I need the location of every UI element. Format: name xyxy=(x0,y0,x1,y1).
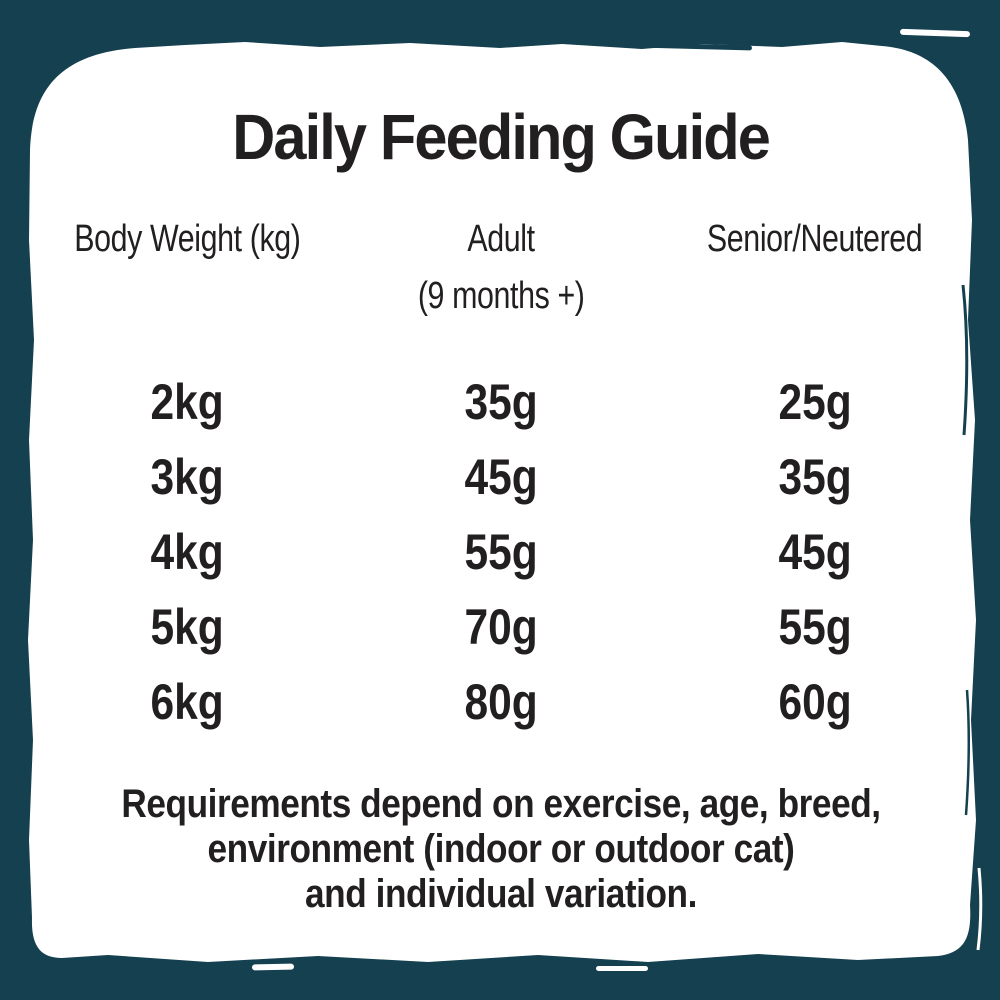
brush-streak xyxy=(961,284,969,436)
cell-senior-amount: 45g xyxy=(658,523,972,581)
table-row: 3kg 45g 35g xyxy=(30,439,972,514)
cell-value: 45g xyxy=(778,523,852,580)
column-header-senior-label: Senior/Neutered xyxy=(707,218,923,260)
cell-value: 6kg xyxy=(150,673,224,730)
table-row: 4kg 55g 45g xyxy=(30,514,972,589)
column-header-body-weight-label: Body Weight (kg) xyxy=(73,218,301,260)
cell-adult-amount: 80g xyxy=(344,673,658,731)
table-row: 6kg 80g 60g xyxy=(30,664,972,739)
footnote-line: and individual variation. xyxy=(305,872,697,916)
cell-value: 25g xyxy=(778,373,852,430)
cell-senior-amount: 55g xyxy=(658,598,972,656)
column-subheader-adult-age: (9 months +) xyxy=(417,275,585,317)
cell-value: 45g xyxy=(464,448,538,505)
cell-value: 70g xyxy=(464,598,538,655)
footnote: Requirements depend on exercise, age, br… xyxy=(30,782,972,917)
cell-value: 55g xyxy=(464,523,538,580)
cell-value: 55g xyxy=(778,598,852,655)
cell-body-weight: 4kg xyxy=(30,523,344,581)
column-header-senior: Senior/Neutered xyxy=(658,218,972,318)
cell-value: 35g xyxy=(464,373,538,430)
brush-fleck xyxy=(640,42,752,51)
table-row: 2kg 35g 25g xyxy=(30,364,972,439)
cell-adult-amount: 55g xyxy=(344,523,658,581)
brush-streak xyxy=(964,689,971,816)
cell-adult-amount: 45g xyxy=(344,448,658,506)
footnote-line: Requirements depend on exercise, age, br… xyxy=(121,782,881,826)
brush-fleck xyxy=(900,28,970,38)
footnote-line: environment (indoor or outdoor cat) xyxy=(207,827,795,871)
table-body: 2kg 35g 25g 3kg 45g 35g 4kg 55g 45g 5kg … xyxy=(30,364,972,739)
column-header-adult-label: Adult xyxy=(467,218,535,260)
column-header-adult: Adult (9 months +) xyxy=(344,218,658,318)
cell-adult-amount: 35g xyxy=(344,373,658,431)
cell-value: 5kg xyxy=(150,598,224,655)
cell-value: 80g xyxy=(464,673,538,730)
brush-streak xyxy=(976,867,983,951)
feeding-guide-content: Daily Feeding Guide Body Weight (kg) Adu… xyxy=(30,42,972,958)
table-header-row: Body Weight (kg) Adult (9 months +) Seni… xyxy=(30,218,972,318)
column-header-body-weight: Body Weight (kg) xyxy=(30,218,344,318)
brush-fleck xyxy=(252,963,294,971)
cell-value: 2kg xyxy=(150,373,224,430)
cell-adult-amount: 70g xyxy=(344,598,658,656)
brush-fleck xyxy=(596,966,648,971)
page-title: Daily Feeding Guide xyxy=(30,100,972,174)
cell-senior-amount: 25g xyxy=(658,373,972,431)
page-title-text: Daily Feeding Guide xyxy=(232,101,772,173)
cell-body-weight: 6kg xyxy=(30,673,344,731)
table-row: 5kg 70g 55g xyxy=(30,589,972,664)
cell-value: 4kg xyxy=(150,523,224,580)
cell-body-weight: 3kg xyxy=(30,448,344,506)
cell-value: 35g xyxy=(778,448,852,505)
cell-value: 3kg xyxy=(150,448,224,505)
cell-value: 60g xyxy=(778,673,852,730)
cell-senior-amount: 35g xyxy=(658,448,972,506)
cell-senior-amount: 60g xyxy=(658,673,972,731)
cell-body-weight: 5kg xyxy=(30,598,344,656)
cell-body-weight: 2kg xyxy=(30,373,344,431)
